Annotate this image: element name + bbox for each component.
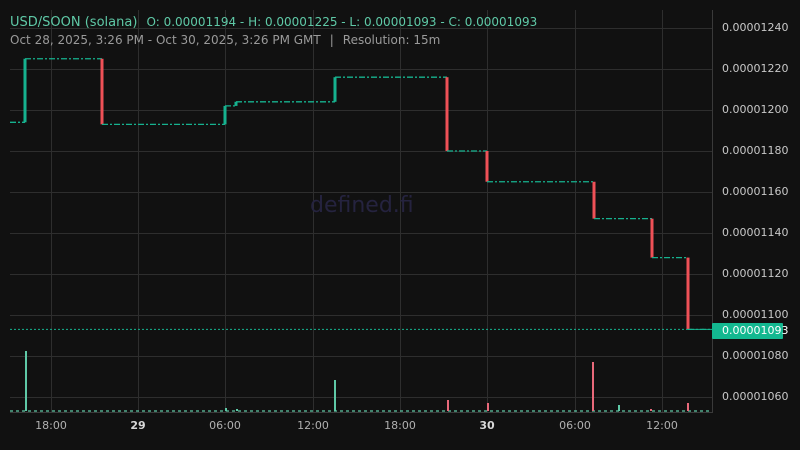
ohlc-values: O: 0.00001194 - H: 0.00001225 - L: 0.000…: [146, 15, 538, 29]
volume-bar: [618, 405, 620, 411]
price-series: [10, 58, 712, 331]
x-tick-label: 18:00: [35, 419, 67, 432]
price-move-bar: [445, 77, 449, 151]
x-tick-label: 30: [479, 419, 495, 432]
y-tick-label: 0.00001060: [722, 389, 789, 403]
price-move-bar: [23, 58, 27, 123]
resolution-label: Resolution: 15m: [342, 33, 441, 47]
last-price-tag: 0.00001093: [712, 323, 788, 339]
chart-subtitle: Oct 28, 2025, 3:26 PM - Oct 30, 2025, 3:…: [10, 33, 440, 47]
x-tick-label: 06:00: [209, 419, 241, 432]
volume-bar: [487, 403, 489, 411]
volume-bar: [687, 403, 689, 411]
price-move-bar: [686, 257, 690, 330]
y-tick-label: 0.00001080: [722, 348, 789, 362]
pair-title: USD/SOON (solana): [10, 15, 138, 30]
volume-bars: [10, 351, 712, 412]
price-move-bar: [485, 151, 489, 182]
y-tick-label: 0.00001180: [722, 143, 789, 157]
x-tick-label: 06:00: [559, 419, 591, 432]
price-move-bar: [100, 58, 104, 125]
y-tick-label: 0.00001100: [722, 307, 789, 321]
price-move-bar: [333, 77, 337, 102]
price-move-bar: [650, 218, 654, 258]
price-move-bar: [592, 181, 596, 219]
y-tick-label: 0.00001120: [722, 266, 789, 280]
x-tick-label: 29: [130, 419, 146, 432]
volume-bar: [592, 362, 594, 411]
x-tick-label: 12:00: [646, 419, 678, 432]
chart-legend: USD/SOON (solana) O: 0.00001194 - H: 0.0…: [10, 11, 537, 30]
x-tick-label: 12:00: [297, 419, 329, 432]
volume-bar: [236, 409, 238, 411]
y-tick-label: 0.00001160: [722, 184, 789, 198]
y-tick-label: 0.00001220: [722, 61, 789, 75]
x-tick-label: 18:00: [384, 419, 416, 432]
price-move-bar: [223, 105, 227, 125]
price-move-bar: [234, 101, 238, 106]
volume-bar: [25, 351, 27, 411]
y-tick-label: 0.00001240: [722, 20, 789, 34]
watermark: defined.fi: [310, 193, 414, 218]
volume-bar: [650, 409, 652, 411]
volume-bar: [225, 408, 227, 411]
separator: |: [329, 33, 334, 47]
chart-grid: [10, 10, 712, 412]
volume-bar: [334, 380, 336, 411]
y-tick-label: 0.00001140: [722, 225, 789, 239]
date-range: Oct 28, 2025, 3:26 PM - Oct 30, 2025, 3:…: [10, 33, 321, 47]
volume-bar: [447, 400, 449, 411]
y-tick-label: 0.00001200: [722, 102, 789, 116]
